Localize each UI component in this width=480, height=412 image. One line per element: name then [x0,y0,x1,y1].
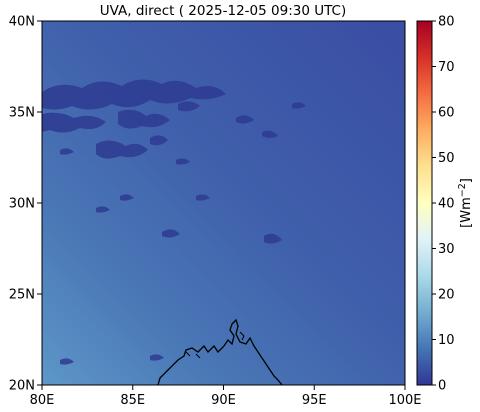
colorbar-label: [Wm−2] [457,178,474,228]
colorbar-tick-label: 80 [438,15,455,30]
colorbar: 0 10 20 30 40 50 60 70 80 [Wm−2] [416,15,474,394]
map-title: UVA, direct ( 2025-12-05 09:30 UTC) [100,3,347,19]
y-tick-label: 20N [9,379,35,394]
cloud-patch-mid [96,140,148,159]
cloud-patch-east-1 [292,102,306,109]
cloud-patch-small-1 [150,135,168,146]
colorbar-gradient [416,20,433,386]
cloud-patches [42,79,306,365]
cloud-speck-5 [264,233,282,244]
cloud-patch-center [118,109,170,129]
cloud-speck-7 [196,194,210,201]
cloud-speck-2 [176,158,190,165]
x-tick-label: 100E [388,393,421,408]
colorbar-tick-label: 30 [438,242,455,257]
cloud-speck-9 [150,354,164,361]
y-tick-label: 40N [9,15,35,30]
colorbar-tick-label: 0 [438,379,446,394]
cloud-patch-small-4 [262,130,278,138]
x-axis: 80E 85E 90E 95E 100E [30,385,422,408]
cloud-patch-small-2 [178,101,200,112]
coastline-islands [185,331,245,359]
x-tick-label: 80E [30,393,55,408]
cloud-speck-8 [60,358,74,365]
y-tick-label: 30N [9,197,35,212]
x-tick-label: 95E [302,393,327,408]
colorbar-tick-label: 20 [438,288,455,303]
cloud-speck-4 [162,229,180,238]
cloud-patch-small-3 [236,115,254,124]
cloud-band-north [42,79,226,110]
cloud-speck-3 [96,206,110,213]
colorbar-tick-label: 50 [438,151,455,166]
map-area [41,20,406,386]
colorbar-tick-label: 10 [438,333,455,348]
x-tick-label: 85E [120,393,145,408]
colorbar-tick-label: 40 [438,197,455,212]
coastline [157,318,283,385]
cloud-speck-6 [120,194,134,201]
colorbar-tick-label: 70 [438,60,455,75]
y-tick-label: 35N [9,106,35,121]
cloud-speck-1 [60,148,74,155]
colorbar-ticks: 0 10 20 30 40 50 60 70 80 [432,15,455,394]
y-tick-label: 25N [9,288,35,303]
cloud-band-west [42,112,106,133]
uva-field [42,21,405,385]
colorbar-tick-label: 60 [438,106,455,121]
y-axis: 20N 25N 30N 35N 40N [9,15,42,394]
x-tick-label: 90E [211,393,236,408]
